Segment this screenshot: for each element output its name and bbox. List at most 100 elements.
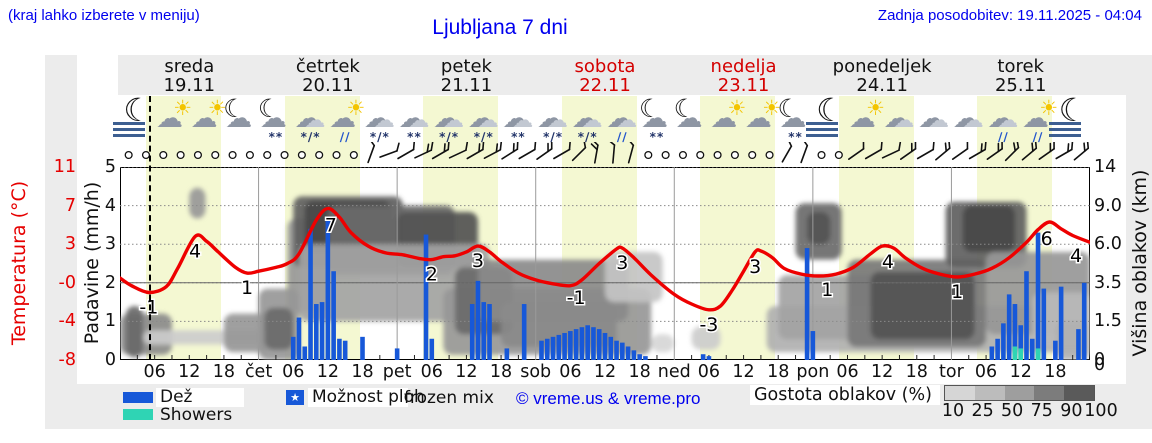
showers-legend-swatch [123,409,153,420]
wind-barb-icon [501,142,519,160]
density-segment [1004,386,1035,400]
wind-barb-icon [1055,142,1074,160]
density-tick: 75 [1030,401,1053,421]
wind-barb-icon [466,142,485,160]
right-margin-band [1126,55,1152,429]
calm-wind-icon [748,150,757,160]
marks-glyph: *∕* [300,130,321,144]
density-gradient-bar [944,385,1095,401]
cloud-glyph: ☁ [675,103,703,134]
sun-glyph: ☀ [762,96,781,120]
temperature-annotation: 1 [241,277,253,299]
cloud-glyph: ☁ [744,103,772,134]
temperature-annotation: 3 [616,252,628,274]
moon-glyph: ☾ [777,94,800,123]
temperature-annotation: 1 [821,279,833,301]
rain-bar [423,234,429,360]
weather-icon-sun-cloud-rain: ☀ ☁ ∕∕ [1021,96,1058,145]
rain-bar [521,304,527,360]
temp-tick: 3 [64,234,76,255]
rain-bar [337,338,342,360]
cloud-glyph: ☁ [883,103,911,134]
marks-glyph: *∕* [577,130,598,144]
density-tick: 50 [1001,401,1024,421]
density-segment [1064,386,1094,400]
rain-bar [804,248,810,360]
wind-barb-icon [951,142,969,160]
rain-bar [608,336,614,360]
rain-legend-swatch [123,392,153,403]
x-tick-label: 12 [593,362,617,382]
weather-icon-moon-cloud-snow: ☾ ☁ ** [777,94,813,145]
day-name: sreda [164,56,215,77]
cloud-tick: 3.5 [1094,272,1122,293]
rain-bar [631,350,637,360]
rain-bar [602,332,608,360]
weather-icon-cloudy: ☁ ☁ [882,97,916,145]
rain-bar [544,338,550,360]
wind-barb-icon [367,142,376,164]
calm-wind-icon [661,150,670,160]
density-tick: 100 [1084,401,1118,421]
calm-wind-icon [678,150,687,160]
day-date: 24.11 [856,75,908,96]
location-hint: (kraj lahko izberete v meniju) [8,7,200,24]
cloud2-glyph: ☁ [512,108,534,132]
x-tick-label: sob [520,362,552,382]
day-name: sobota [574,56,636,77]
rain-bar [1012,304,1018,360]
rain-bar [314,304,319,360]
chance-legend-swatch: ★ [286,390,304,405]
rain-bar [1006,294,1012,360]
rain-bar [1035,232,1041,360]
rain-legend-label: Dež [160,387,193,407]
temperature-annotation: 2 [426,264,438,286]
wind-barb-icon [483,142,503,160]
day-name: petek [440,56,492,77]
weather-icon-cloud-rain: ☁ ☁ ∕∕ [986,97,1020,145]
showers-bar [1035,348,1041,360]
rain-bar [556,334,562,360]
calm-wind-icon [280,150,289,160]
rain-bar [331,271,336,360]
rain-bar [573,329,579,360]
x-tick-label: 18 [1044,362,1067,382]
cloud-glyph: ☁ [294,103,322,134]
weather-icon-cloud-rain: ☁ ☁ ∕∕ [605,97,639,145]
marks-glyph: ** [649,130,665,144]
weather-icon-sun-cloud: ☀ ☁ [848,96,885,145]
cloud-glyph: ☁ [918,103,946,134]
rain-bar [637,354,642,360]
temp-tick: -0 [58,272,76,293]
cloud-axis-zero-label: 0 [1094,355,1106,375]
temp-tick: -8 [58,350,76,370]
weather-icon-cloud-sleet: ☁ ☁ *∕* [536,97,570,145]
left-margin-band [45,55,77,429]
cloud2-glyph: ☁ [477,108,499,132]
wind-barb-icon [1021,142,1038,161]
copyright-link[interactable]: © vreme.us & vreme.pro [516,389,701,408]
wind-barb-icon [414,142,434,159]
star-icon: ★ [290,391,300,404]
rain-bar [585,325,590,360]
cloud-glyph: ☁ [259,103,287,134]
cloud-glyph: ☁ [848,103,876,134]
weather-icon-cloud-snow: ☁ ☁ ** [501,97,535,145]
calm-wind-icon [263,150,272,160]
cloud2-glyph: ☁ [616,108,638,132]
calm-wind-icon [124,150,133,160]
temperature-annotation: 3 [749,256,761,278]
calm-wind-icon [834,150,843,160]
rain-bar [319,302,325,360]
fog-icon [113,119,146,140]
cloud2-glyph: ☁ [373,108,395,132]
day-date: 19.11 [163,75,216,96]
cloud-glyph: ☁ [779,103,807,134]
moon-glyph: ☾ [257,94,281,123]
cloud-tick: 14 [1094,157,1117,177]
weather-icon-cloud-sleet: ☁ ☁ *∕* [432,97,466,145]
rain-bar [579,327,585,360]
temperature-annotation: 1 [951,281,963,303]
density-legend-label: Gostota oblakov (%) [754,385,932,405]
